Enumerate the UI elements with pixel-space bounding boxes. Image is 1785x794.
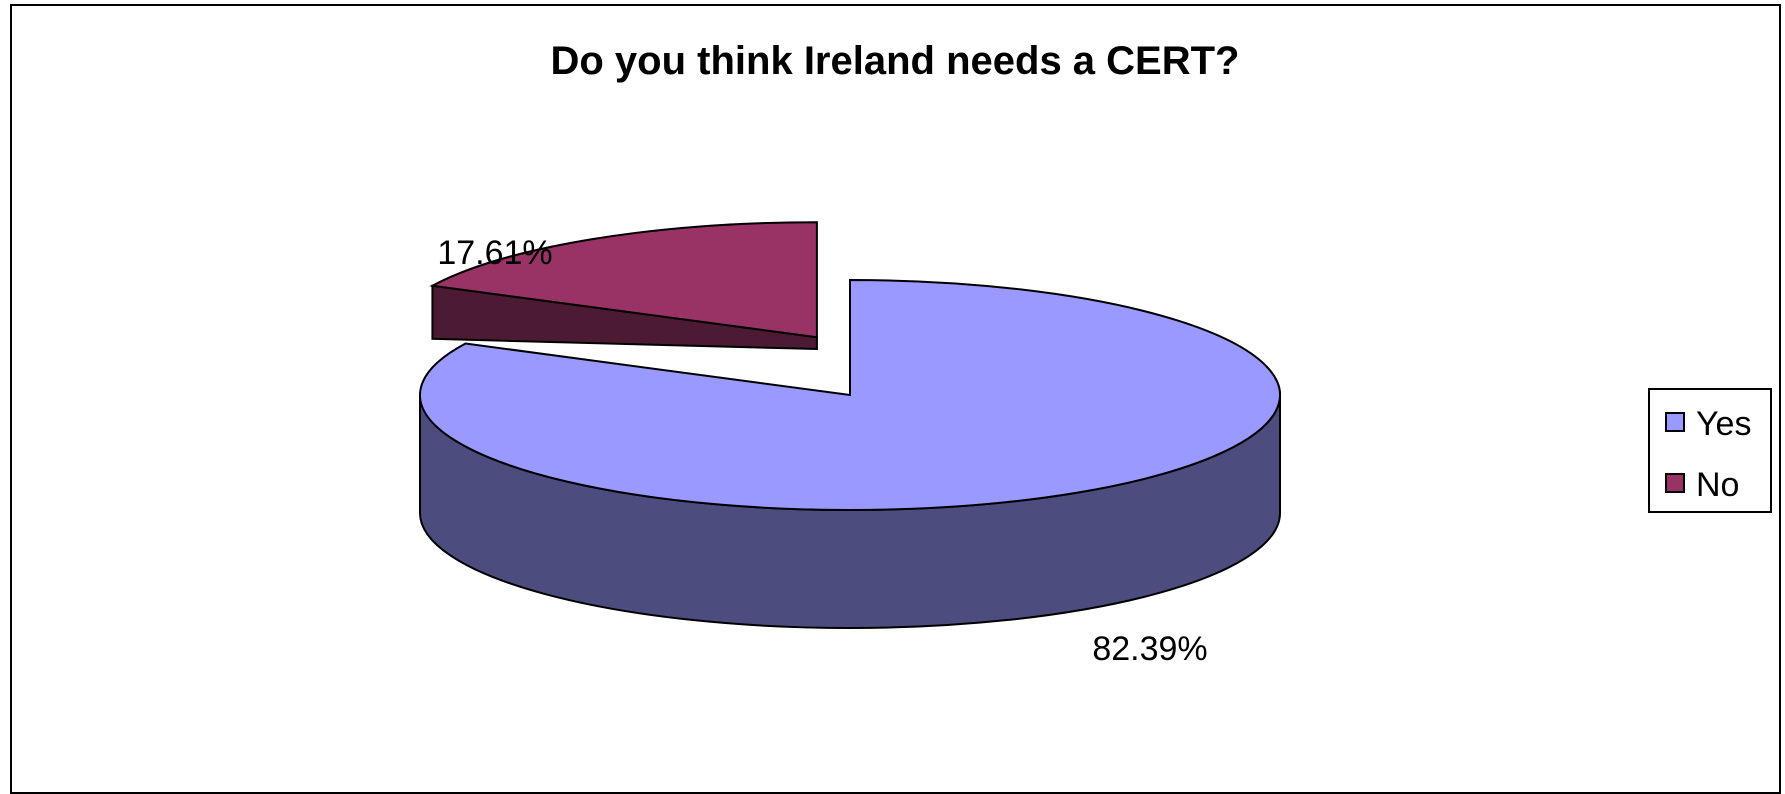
pie-slice-yes (419, 278, 1281, 629)
data-label-no: 17.61% (437, 234, 552, 272)
chart-title: Do you think Ireland needs a CERT? (551, 39, 1240, 83)
pie-slice-yes-top (419, 278, 1281, 511)
pie-slice-no-top (429, 221, 818, 339)
legend: Yes No (1648, 388, 1772, 513)
legend-label-no: No (1696, 466, 1739, 504)
legend-swatch-yes (1665, 412, 1685, 432)
pie-chart: Do you think Ireland needs a CERT? 82.39… (419, 39, 1772, 668)
legend-label-yes: Yes (1696, 405, 1751, 443)
data-label-yes: 82.39% (1092, 630, 1207, 668)
legend-swatch-no (1665, 473, 1685, 493)
pie-slice-no (429, 221, 818, 351)
pie-plot (419, 221, 1281, 629)
